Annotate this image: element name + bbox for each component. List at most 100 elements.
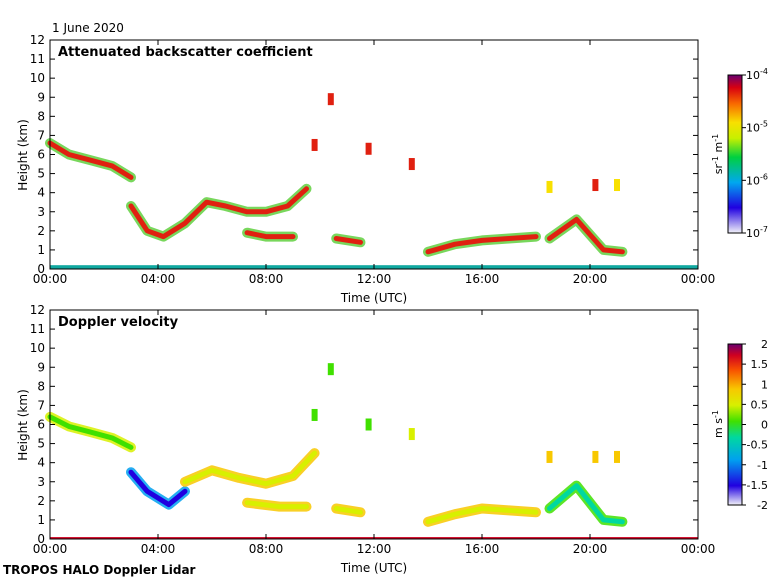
velocity-layer xyxy=(182,450,318,487)
backscatter-x-tick-label: 20:00 xyxy=(573,272,608,286)
backscatter-y-tick-label: 4 xyxy=(37,186,45,200)
backscatter-colorbar xyxy=(727,74,743,234)
velocity-layer xyxy=(47,414,134,450)
backscatter-colorbar-tick-label: 10-5 xyxy=(746,120,768,135)
velocity-colorbar-tick-label: -1 xyxy=(757,459,768,472)
backscatter-colorbar-unit: sr-1 m-1 xyxy=(711,134,725,174)
velocity-layer xyxy=(547,483,625,525)
backscatter-y-tick-label: 8 xyxy=(37,109,45,123)
velocity-colorbar-tick-label: 0 xyxy=(761,419,768,432)
velocity-y-tick-label: 1 xyxy=(37,513,45,527)
backscatter-layer xyxy=(244,230,296,240)
velocity-x-tick-label: 00:00 xyxy=(681,542,716,556)
velocity-cloud-patch xyxy=(592,450,599,463)
velocity-cloud-patch xyxy=(546,450,553,463)
velocity-y-tick-label: 11 xyxy=(30,322,45,336)
velocity-y-tick-label: 12 xyxy=(30,303,45,317)
velocity-x-tick-label: 00:00 xyxy=(33,542,68,556)
backscatter-x-tick-label: 08:00 xyxy=(249,272,284,286)
backscatter-y-tick-label: 6 xyxy=(37,148,45,162)
backscatter-layer xyxy=(333,236,363,245)
velocity-x-tick-label: 16:00 xyxy=(465,542,500,556)
velocity-y-tick-label: 9 xyxy=(37,360,45,374)
backscatter-x-axis: 00:00 04:00 08:00 12:00 16:00 20:00 00:00 xyxy=(33,40,716,286)
backscatter-cloud-patch xyxy=(408,158,415,171)
velocity-colorbar-ticks: 2 1.5 1 0.5 0 -0.5 -1 -1.5 -2 xyxy=(742,338,768,512)
backscatter-x-tick-label: 16:00 xyxy=(465,272,500,286)
velocity-x-tick-label: 20:00 xyxy=(573,542,608,556)
backscatter-cloud-patch xyxy=(546,180,553,193)
backscatter-x-tick-label: 04:00 xyxy=(141,272,176,286)
velocity-x-tick-label: 12:00 xyxy=(357,542,392,556)
backscatter-data-layer xyxy=(45,93,698,269)
velocity-colorbar-tick-label: 1 xyxy=(761,378,768,391)
backscatter-ylabel: Height (km) xyxy=(16,119,30,190)
velocity-y-tick-label: 2 xyxy=(37,494,45,508)
velocity-layer xyxy=(333,506,363,515)
date-label: 1 June 2020 xyxy=(52,21,124,35)
velocity-x-axis: 00:00 04:00 08:00 12:00 16:00 20:00 00:00 xyxy=(33,310,716,556)
backscatter-cloud-patch xyxy=(614,179,620,192)
velocity-y-tick-label: 8 xyxy=(37,379,45,393)
velocity-colorbar-tick-label: -2 xyxy=(757,499,768,512)
velocity-y-tick-label: 5 xyxy=(37,437,45,451)
backscatter-title: Attenuated backscatter coefficient xyxy=(58,45,313,60)
velocity-xlabel: Time (UTC) xyxy=(340,561,407,575)
velocity-title: Doppler velocity xyxy=(58,315,179,330)
backscatter-y-tick-label: 3 xyxy=(37,205,45,219)
velocity-data-layer xyxy=(45,363,698,539)
velocity-layer xyxy=(128,469,188,508)
backscatter-colorbar-tick-label: 10-4 xyxy=(746,67,768,82)
backscatter-y-tick-label: 2 xyxy=(37,224,45,238)
velocity-cloud-patch xyxy=(614,450,620,463)
backscatter-y-tick-label: 12 xyxy=(30,33,45,47)
backscatter-colorbar-tick-label: 10-6 xyxy=(746,172,768,187)
velocity-colorbar xyxy=(727,343,743,506)
velocity-colorbar-tick-label: -1.5 xyxy=(747,479,768,492)
backscatter-y-tick-label: 1 xyxy=(37,243,45,257)
backscatter-y-tick-label: 0 xyxy=(37,262,45,276)
backscatter-layer xyxy=(547,216,625,255)
velocity-cloud-patch xyxy=(365,418,372,431)
backscatter-layer xyxy=(47,140,134,180)
velocity-y-tick-label: 3 xyxy=(37,475,45,489)
velocity-colorbar-unit: m s-1 xyxy=(711,410,725,438)
backscatter-x-tick-label: 00:00 xyxy=(681,272,716,286)
backscatter-colorbar-tick-label: 10-7 xyxy=(746,225,768,240)
backscatter-y-tick-label: 10 xyxy=(30,71,45,85)
velocity-colorbar-tick-label: -0.5 xyxy=(747,439,768,452)
backscatter-layer xyxy=(128,186,309,240)
backscatter-y-tick-label: 9 xyxy=(37,90,45,104)
backscatter-y-tick-label: 11 xyxy=(30,52,45,66)
backscatter-cloud-patch xyxy=(365,142,372,155)
backscatter-xlabel: Time (UTC) xyxy=(340,291,407,305)
velocity-layer xyxy=(244,500,309,510)
velocity-ylabel: Height (km) xyxy=(16,389,30,460)
velocity-y-tick-label: 6 xyxy=(37,418,45,432)
velocity-colorbar-tick-label: 2 xyxy=(761,338,768,351)
backscatter-cloud-patch xyxy=(311,138,318,151)
velocity-cloud-patch xyxy=(327,363,334,376)
footer-label: TROPOS HALO Doppler Lidar xyxy=(3,563,196,577)
velocity-plot-frame xyxy=(49,309,699,540)
velocity-y-tick-label: 7 xyxy=(37,398,45,412)
velocity-y-tick-label: 4 xyxy=(37,456,45,470)
backscatter-layer-halo xyxy=(126,183,312,242)
backscatter-x-tick-label: 00:00 xyxy=(33,272,68,286)
velocity-colorbar-tick-label: 1.5 xyxy=(751,358,769,371)
backscatter-y-tick-label: 5 xyxy=(37,167,45,181)
velocity-x-tick-label: 04:00 xyxy=(141,542,176,556)
velocity-y-tick-label: 0 xyxy=(37,532,45,546)
backscatter-colorbar-ticks: 10-7 10-6 10-5 10-4 xyxy=(742,67,768,240)
backscatter-cloud-patch xyxy=(592,179,599,192)
velocity-y-tick-label: 10 xyxy=(30,341,45,355)
velocity-x-tick-label: 08:00 xyxy=(249,542,284,556)
velocity-cloud-patch xyxy=(408,428,415,441)
backscatter-layer xyxy=(425,234,539,255)
